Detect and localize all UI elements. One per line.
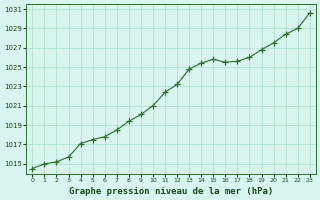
X-axis label: Graphe pression niveau de la mer (hPa): Graphe pression niveau de la mer (hPa): [69, 187, 273, 196]
